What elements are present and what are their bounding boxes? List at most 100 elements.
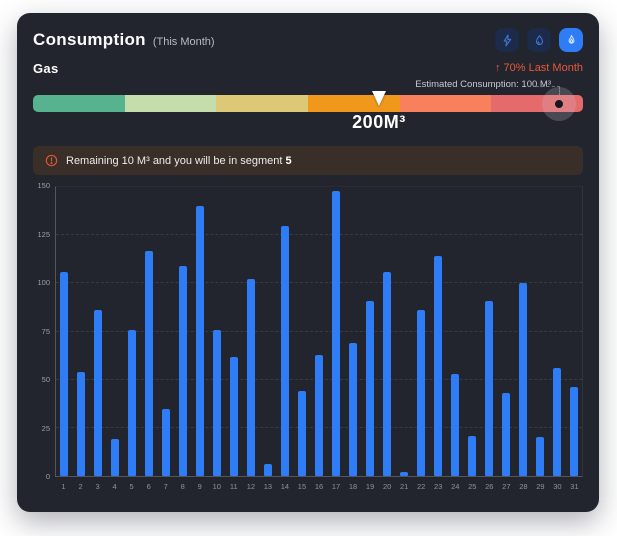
- y-tick-label-75: 75: [41, 326, 50, 336]
- consumption-card: Consumption (This Month): [17, 13, 599, 512]
- bars: [56, 187, 582, 476]
- electricity-toggle-button[interactable]: [495, 28, 519, 52]
- x-tick-label-29: 29: [536, 482, 545, 491]
- x-tick-label-5: 5: [129, 482, 134, 491]
- x-tick-label-7: 7: [163, 482, 168, 491]
- bar-cell-14: [277, 187, 294, 476]
- x-tick-label-13: 13: [263, 482, 273, 491]
- bar-cell-5: [124, 187, 141, 476]
- x-tick-label-26: 26: [485, 482, 494, 491]
- y-tick-label-150: 150: [37, 181, 50, 190]
- gauge-track: [33, 95, 583, 112]
- consumption-gauge: Estimated Consumption: 100 M³ 200M³: [33, 79, 583, 137]
- x-tick-label-8: 8: [180, 482, 185, 491]
- utility-toggle-group: [495, 28, 583, 52]
- x-tick-label-18: 18: [348, 482, 358, 491]
- x-tick-label-10: 10: [212, 482, 221, 491]
- gridline-125: [56, 234, 582, 236]
- chart-bar-day-31: [569, 387, 578, 476]
- chart-bar-day-24: [450, 373, 459, 476]
- bar-cell-24: [446, 187, 463, 476]
- y-axis: 0 25 50 75 100 125 150: [33, 181, 55, 481]
- chart-bar-day-1: [60, 271, 69, 476]
- chart-bar-day-11: [230, 356, 239, 476]
- gauge-segment-6: [491, 95, 583, 112]
- bar-cell-22: [412, 187, 429, 476]
- warning-segment-number: 5: [285, 154, 292, 167]
- bar-cell-28: [514, 187, 531, 476]
- x-tick-label-28: 28: [519, 482, 528, 491]
- bar-cell-10: [209, 187, 226, 476]
- x-tick-label-25: 25: [468, 482, 477, 491]
- bar-cell-29: [531, 187, 548, 476]
- bar-cell-8: [175, 187, 192, 476]
- page-title: Consumption: [33, 30, 146, 49]
- current-consumption-value: 200M³: [352, 112, 406, 132]
- x-tick-label-4: 4: [112, 482, 117, 491]
- x-tick-label-12: 12: [246, 482, 256, 491]
- segment-warning-banner: Remaining 10 M³ and you will be in segme…: [33, 146, 583, 175]
- y-tick-label-100: 100: [37, 278, 50, 288]
- chart-bar-day-26: [484, 300, 493, 476]
- x-tick-label-24: 24: [451, 482, 460, 491]
- trend-up-arrow: ↑: [494, 62, 501, 74]
- x-tick-label-21: 21: [399, 482, 409, 491]
- y-tick-label-25: 25: [41, 423, 50, 433]
- chart-bar-day-5: [128, 329, 137, 476]
- bar-cell-6: [141, 187, 158, 476]
- x-tick-label-31: 31: [570, 482, 579, 491]
- chart-bar-day-14: [281, 225, 290, 476]
- chart-bar-day-25: [467, 435, 476, 476]
- chart-bar-day-9: [196, 206, 205, 476]
- chart-plot: [55, 186, 583, 477]
- x-tick-label-27: 27: [502, 482, 511, 491]
- warning-icon: [45, 154, 58, 167]
- chart-bar-day-20: [382, 271, 391, 476]
- bar-cell-21: [395, 187, 412, 476]
- chart-bar-day-23: [433, 256, 442, 476]
- warning-text: Remaining 10 M³ and you will be in segme…: [66, 154, 292, 167]
- bar-cell-25: [463, 187, 480, 476]
- bar-cell-1: [56, 187, 73, 476]
- estimated-connector-line: [536, 86, 560, 87]
- bar-cell-31: [565, 187, 582, 476]
- chart-bar-day-12: [247, 279, 256, 476]
- bar-cell-19: [361, 187, 378, 476]
- flame-icon: [565, 34, 578, 47]
- x-tick-label-19: 19: [365, 482, 375, 491]
- chart-bar-day-4: [111, 439, 120, 476]
- bar-cell-23: [429, 187, 446, 476]
- chart-bar-day-8: [179, 266, 188, 476]
- bar-cell-9: [192, 187, 209, 476]
- x-tick-label-20: 20: [382, 482, 392, 491]
- estimated-marker-handle[interactable]: [554, 99, 563, 108]
- bar-cell-2: [73, 187, 90, 476]
- chart-bar-day-28: [518, 283, 527, 476]
- title-wrap: Consumption (This Month): [33, 30, 215, 50]
- chart-body: 0 25 50 75 100 125 150: [33, 181, 583, 481]
- chart-bar-day-29: [535, 437, 544, 476]
- gridline-75: [56, 330, 582, 332]
- x-axis: 1 2 3 4 5 6 7 8 9 10 11 12 13 14 15 16 17 18 19 20 21 22 23 24 2…: [55, 479, 583, 495]
- chart-bar-day-17: [331, 190, 340, 476]
- gauge-segment-1: [33, 95, 125, 112]
- x-tick-label-14: 14: [280, 482, 290, 491]
- chart-bar-day-30: [552, 368, 561, 476]
- x-tick-label-22: 22: [417, 482, 426, 491]
- chart-bar-day-21: [399, 472, 408, 476]
- x-tick-label-3: 3: [95, 482, 100, 491]
- bar-cell-7: [158, 187, 175, 476]
- estimated-connector-line-vertical: [559, 86, 560, 96]
- bar-cell-27: [497, 187, 514, 476]
- x-tick-label-17: 17: [331, 482, 341, 491]
- bar-cell-16: [311, 187, 328, 476]
- bar-cell-18: [344, 187, 361, 476]
- gas-toggle-button[interactable]: [559, 28, 583, 52]
- chart-bar-day-3: [94, 310, 103, 476]
- trend-text: 70% Last Month: [503, 62, 584, 74]
- water-toggle-button[interactable]: [527, 28, 551, 52]
- estimated-consumption-label: Estimated Consumption: 100 M³: [415, 79, 551, 90]
- utility-label: Gas: [33, 60, 59, 76]
- bar-cell-17: [328, 187, 345, 476]
- chart-bar-day-18: [348, 343, 357, 476]
